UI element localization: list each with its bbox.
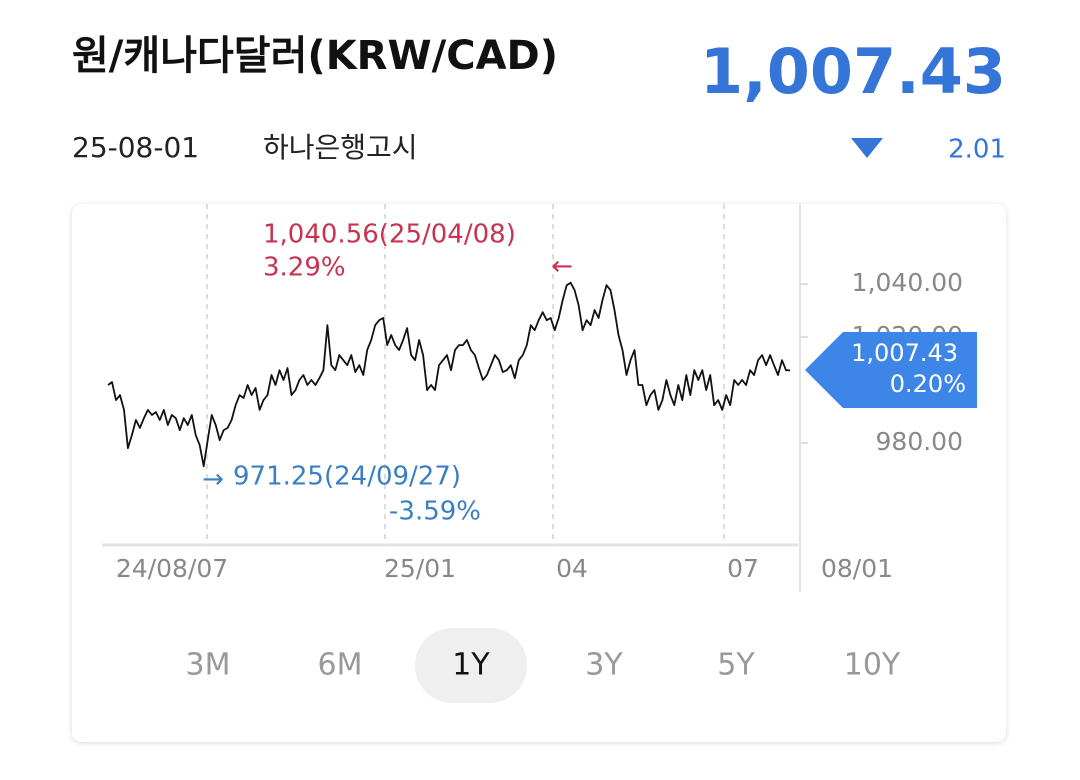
x-tick-label: 25/01 — [384, 554, 456, 583]
max-arrow: ← — [551, 252, 573, 282]
y-tick-label: 980.00 — [876, 427, 963, 456]
title: 원/캐나다달러(KRW/CAD) — [72, 33, 558, 79]
x-tick-label: 07 — [727, 554, 759, 583]
change: 2.01 — [948, 135, 1006, 165]
date: 25-08-01 — [72, 131, 199, 164]
x-tick-label: 08/01 — [821, 554, 893, 583]
period-selected-bg — [415, 628, 527, 703]
price-line — [107, 281, 791, 468]
min-arrow: → — [202, 465, 224, 495]
max-change: 3.29% — [263, 253, 346, 283]
x-tick-label: 24/08/07 — [116, 554, 228, 583]
period-button[interactable]: 5Y — [717, 648, 755, 683]
price: 1,007.43 — [700, 35, 1006, 108]
current-value: 1,007.43 — [851, 339, 958, 367]
x-tick-label: 04 — [556, 554, 588, 583]
max-label: 1,040.56(25/04/08) — [263, 220, 516, 250]
min-change: -3.59% — [389, 497, 481, 527]
y-tick-label: 1,040.00 — [852, 268, 963, 297]
chart-card — [72, 204, 1006, 742]
period-button[interactable]: 10Y — [844, 648, 901, 683]
period-button[interactable]: 6M — [318, 648, 363, 683]
period-button[interactable]: 3M — [186, 648, 231, 683]
current-change: 0.20% — [890, 370, 966, 398]
period-button[interactable]: 3Y — [585, 648, 623, 683]
source: 하나은행고시 — [263, 131, 418, 164]
down-arrow — [851, 138, 883, 158]
current-badge — [805, 332, 977, 408]
period-button[interactable]: 1Y — [452, 648, 490, 683]
min-label: 971.25(24/09/27) — [233, 462, 461, 492]
